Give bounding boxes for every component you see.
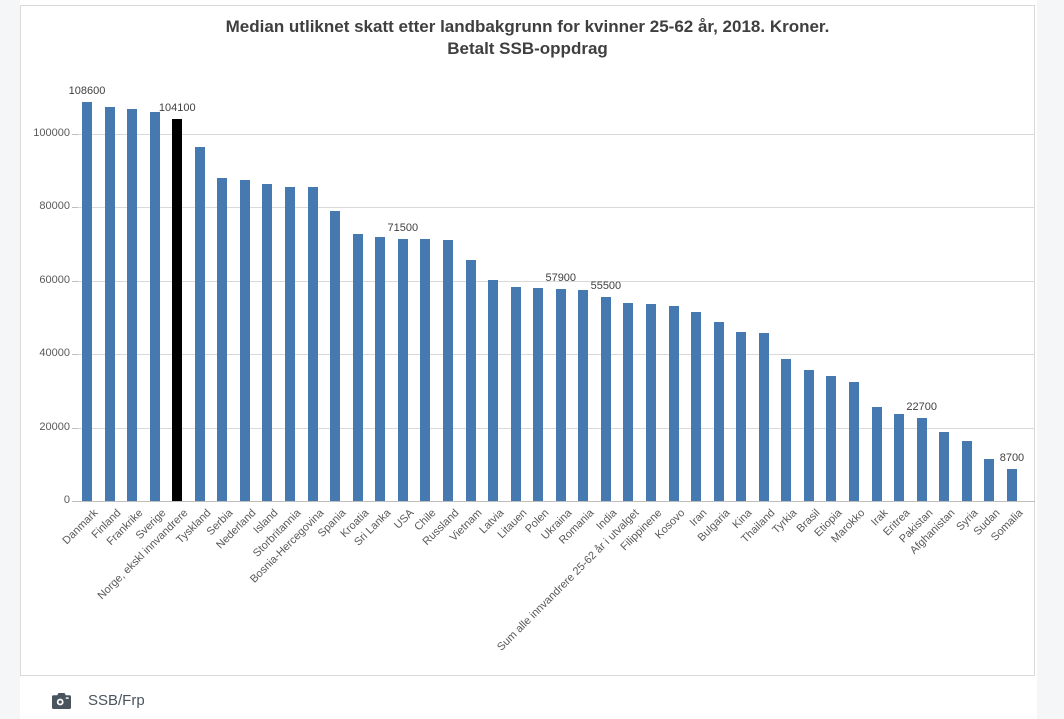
bar-latvia <box>488 280 499 501</box>
bar-value-label: 71500 <box>387 221 419 234</box>
gridline-60000 <box>78 280 1035 282</box>
bar-frankrike <box>127 109 138 501</box>
bar-eritrea <box>894 414 905 501</box>
bar-finland <box>104 106 115 501</box>
bar-romania <box>578 289 589 501</box>
camera-icon <box>52 692 71 709</box>
left-margin-strip <box>0 0 20 719</box>
source-attribution: SSB/Frp <box>52 692 145 709</box>
gridline-80000 <box>78 207 1035 209</box>
bar-india <box>600 297 611 501</box>
bar-value-label: 8700 <box>999 452 1025 465</box>
right-margin-strip <box>1037 0 1064 719</box>
bar-kina <box>736 332 747 501</box>
gridline-100000 <box>78 134 1035 135</box>
y-tick-mark <box>72 501 78 502</box>
bar-sri-lanka <box>375 236 386 501</box>
y-tick-mark <box>72 134 78 135</box>
y-tick-label: 0 <box>63 494 70 506</box>
bar-kroatia <box>352 234 363 501</box>
x-axis-line <box>78 501 1035 502</box>
y-tick-mark <box>72 280 78 282</box>
bar-iran <box>691 312 702 501</box>
bar-bulgaria <box>713 322 724 501</box>
bar-value-label: 55500 <box>590 280 622 293</box>
chart-card <box>20 5 1035 676</box>
y-tick-mark <box>72 354 78 356</box>
y-tick-label: 60000 <box>39 273 70 286</box>
bar-nederland <box>239 179 250 501</box>
bar-irak <box>871 406 882 501</box>
bar-value-label: 57900 <box>545 271 577 284</box>
bar-afghanistan <box>939 432 950 501</box>
bar-syria <box>961 441 972 501</box>
y-tick-mark <box>72 207 78 209</box>
bar-thailand <box>758 332 769 501</box>
bar-kosovo <box>668 306 679 501</box>
bar-chile <box>420 239 431 501</box>
bar-tyrkia <box>781 358 792 501</box>
bar-etiopia <box>826 375 837 501</box>
bar-pakistan <box>916 417 927 501</box>
y-tick-label: 80000 <box>39 200 70 213</box>
y-tick-label: 100000 <box>33 127 70 139</box>
bar-litauen <box>510 286 521 501</box>
bar-serbia <box>217 178 228 501</box>
bar-island <box>262 184 273 501</box>
bar-filippinene <box>646 303 656 501</box>
bar-storbritannia <box>285 186 296 501</box>
y-tick-label: 20000 <box>39 420 70 433</box>
bar-marokko <box>849 382 860 501</box>
bar-danmark <box>82 102 92 501</box>
chart-title: Median utliknet skatt etter landbakgrunn… <box>20 16 1035 60</box>
bar-brasil <box>803 370 814 501</box>
bar-value-label: 108600 <box>68 85 106 98</box>
bar-sudan <box>984 459 995 501</box>
bar-tyskland <box>194 147 205 501</box>
source-label: SSB/Frp <box>88 692 145 709</box>
bar-norge-ekskl-innvandrere <box>172 118 183 501</box>
bar-value-label: 22700 <box>906 400 938 413</box>
bar-somalia <box>1006 469 1017 501</box>
bar-sverige <box>149 112 160 501</box>
bar-sum-alle-innvandrere-25-62-r-i-utvalget <box>623 303 634 501</box>
y-tick-label: 40000 <box>39 347 70 360</box>
bar-ukraina <box>555 288 566 501</box>
bar-value-label: 104100 <box>158 101 196 114</box>
bar-polen <box>533 287 544 501</box>
chart-title-line2: Betalt SSB-oppdrag <box>447 39 608 58</box>
bar-spania <box>330 210 341 501</box>
bar-usa <box>397 238 408 501</box>
bar-bosnia-hercegovina <box>307 187 318 501</box>
chart-title-line1: Median utliknet skatt etter landbakgrunn… <box>225 17 830 36</box>
bar-russland <box>442 240 453 501</box>
bar-vietnam <box>465 259 476 501</box>
y-tick-mark <box>72 427 78 429</box>
